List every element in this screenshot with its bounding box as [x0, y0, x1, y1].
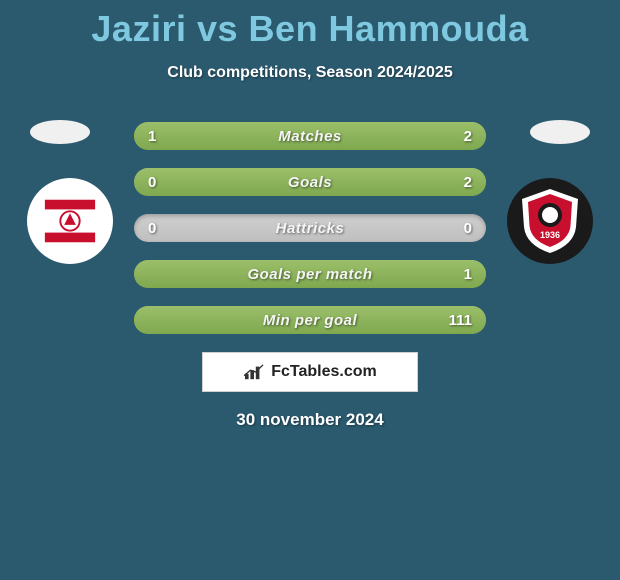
stat-bar: Min per goal111 — [134, 306, 486, 334]
stat-label: Min per goal — [134, 306, 486, 334]
stat-label: Matches — [134, 122, 486, 150]
watermark: FcTables.com — [202, 352, 418, 392]
stat-value-right: 111 — [449, 306, 472, 334]
stat-bars: 1Matches20Goals20Hattricks0Goals per mat… — [134, 122, 486, 334]
stat-bar: 1Matches2 — [134, 122, 486, 150]
club-crest-right: 1936 — [507, 178, 593, 264]
chart-icon — [243, 363, 265, 381]
ghazl-icon: 1936 — [514, 185, 586, 257]
stat-bar: 0Hattricks0 — [134, 214, 486, 242]
player2-name: Ben Hammouda — [249, 8, 529, 49]
stat-value-right: 1 — [464, 260, 472, 288]
stat-label: Goals — [134, 168, 486, 196]
club-crest-left — [27, 178, 113, 264]
vs-text: vs — [197, 8, 238, 49]
flag-right — [530, 120, 590, 144]
comparison-title: Jaziri vs Ben Hammouda — [0, 0, 620, 50]
stats-area: 1936 1Matches20Goals20Hattricks0Goals pe… — [0, 122, 620, 334]
stat-bar: Goals per match1 — [134, 260, 486, 288]
flag-left — [30, 120, 90, 144]
watermark-text: FcTables.com — [271, 363, 377, 381]
stat-label: Hattricks — [134, 214, 486, 242]
stat-bar: 0Goals2 — [134, 168, 486, 196]
stat-label: Goals per match — [134, 260, 486, 288]
stat-value-right: 2 — [464, 122, 472, 150]
comparison-date: 30 november 2024 — [0, 410, 620, 430]
player1-name: Jaziri — [91, 8, 186, 49]
zamalek-icon — [41, 192, 99, 250]
crest-year: 1936 — [540, 230, 560, 240]
stat-value-right: 2 — [464, 168, 472, 196]
stat-value-right: 0 — [464, 214, 472, 242]
subtitle: Club competitions, Season 2024/2025 — [0, 64, 620, 82]
